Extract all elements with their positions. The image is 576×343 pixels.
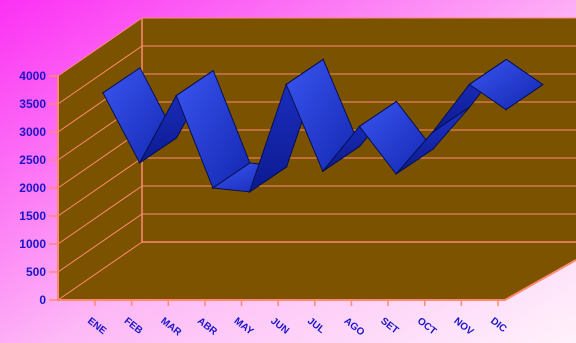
y-tick-label: 4000 bbox=[19, 69, 46, 83]
floor bbox=[58, 242, 576, 300]
gridline bbox=[57, 17, 576, 77]
data-point-set bbox=[395, 173, 397, 175]
y-tick-label: 3000 bbox=[19, 125, 46, 139]
y-tick-label: 0 bbox=[39, 293, 46, 307]
data-point-ene bbox=[102, 92, 104, 94]
data-point-mar bbox=[175, 94, 178, 97]
y-tick-label: 2000 bbox=[19, 181, 46, 195]
data-point-nov bbox=[468, 83, 471, 86]
data-point-abr bbox=[212, 187, 214, 189]
ribbon-segment bbox=[468, 58, 544, 111]
data-point-ago bbox=[358, 125, 361, 128]
y-tick-label: 2500 bbox=[19, 153, 46, 167]
y-tick-label: 1000 bbox=[19, 237, 46, 251]
data-point-dic bbox=[505, 108, 507, 111]
data-point-jun bbox=[285, 83, 287, 86]
y-tick-label: 3500 bbox=[19, 97, 46, 111]
data-point-oct bbox=[431, 131, 434, 133]
gridline bbox=[57, 213, 576, 273]
data-point-feb bbox=[138, 162, 141, 164]
data-point-jul bbox=[322, 170, 324, 172]
y-tick-label: 1500 bbox=[19, 209, 46, 223]
data-point-may bbox=[248, 191, 251, 193]
y-tick-label: 500 bbox=[26, 265, 46, 279]
gridline bbox=[57, 45, 576, 105]
